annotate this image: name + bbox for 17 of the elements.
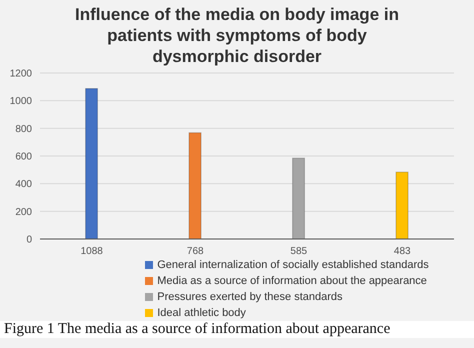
y-tick-label: 400 bbox=[15, 179, 32, 190]
y-tick-label: 800 bbox=[15, 124, 32, 135]
y-tick-label: 0 bbox=[26, 234, 32, 246]
chart-title: Influence of the media on body image in patients with symptoms of body dysmorphic disorder bbox=[74, 4, 400, 67]
x-tick-label: 483 bbox=[394, 246, 412, 258]
x-tick-label: 768 bbox=[186, 246, 204, 258]
y-tick-label: 1200 bbox=[10, 68, 32, 80]
y-tick-label: 600 bbox=[15, 152, 32, 163]
legend-label: Pressures exerted by these standards bbox=[157, 291, 343, 303]
legend-label: General internalization of socially established standards bbox=[157, 259, 429, 271]
x-tick-label: 1088 bbox=[80, 246, 104, 258]
y-tick-label: 200 bbox=[15, 206, 32, 218]
caption: Figure 1 The media as a source of information about appearance bbox=[0, 321, 474, 338]
legend-label: Ideal athletic body bbox=[157, 307, 246, 319]
legend-label: Media as a source of information about the appearance bbox=[157, 275, 427, 287]
x-tick-label: 585 bbox=[290, 246, 308, 258]
y-tick-label: 1000 bbox=[10, 96, 32, 108]
